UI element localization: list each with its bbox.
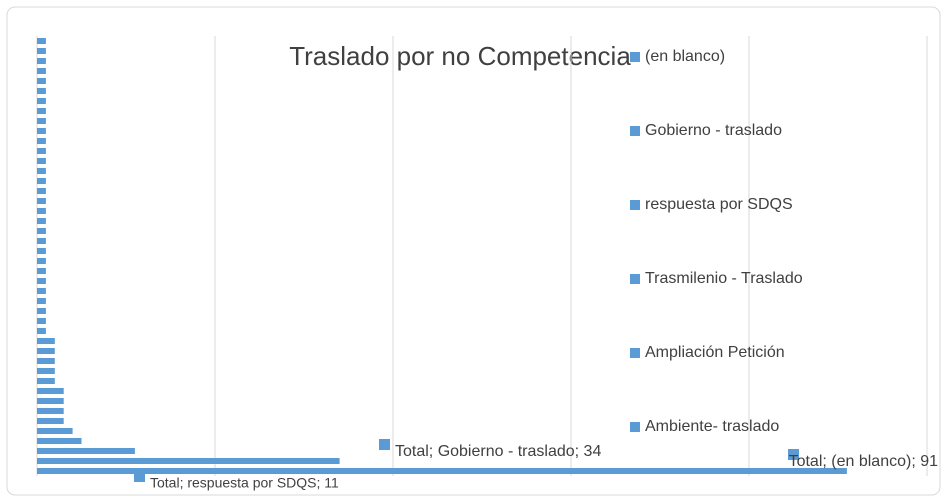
bar [37,468,847,474]
bar [37,418,64,424]
bar [37,138,46,144]
bar [37,148,46,154]
legend-label: Ambiente- traslado [645,418,779,435]
bar [37,408,64,414]
bar [37,448,135,454]
chart-frame [6,6,941,496]
bar [37,358,55,364]
bar [37,68,46,74]
legend-label: Gobierno - traslado [645,122,782,139]
data-label: Total; (en blanco); 91 [789,453,939,470]
label-key [134,471,145,482]
bar [37,118,46,124]
legend-key [630,348,640,358]
bar [37,378,55,384]
bar [37,198,46,204]
bar [37,218,46,224]
bar [37,328,46,334]
bar [37,258,46,264]
bar [37,188,46,194]
label-key [788,449,799,460]
bar [37,398,64,404]
bar [37,228,46,234]
bar [37,78,46,84]
bar [37,338,55,344]
bar [37,48,46,54]
label-key [379,439,390,450]
bar [37,178,46,184]
bar [37,318,46,324]
legend-key [630,126,640,136]
bar [37,298,46,304]
legend-label: respuesta por SDQS [645,196,793,213]
legend-label: (en blanco) [645,48,725,65]
bar [37,128,46,134]
bar [37,98,46,104]
legend-label: Ampliación Petición [645,344,785,361]
bar [37,438,82,444]
bar [37,248,46,254]
legend-key [630,52,640,62]
bar [37,388,64,394]
bar [37,168,46,174]
bar [37,428,73,434]
bar [37,278,46,284]
bar [37,288,46,294]
bar [37,208,46,214]
bar [37,238,46,244]
chart-title: Traslado por no Competencia [289,41,631,71]
bar [37,348,55,354]
data-label: Total; respuesta por SDQS; 11 [150,475,339,491]
bar [37,268,46,274]
data-label: Total; Gobierno - traslado; 34 [395,443,601,460]
legend-label: Trasmilenio - Traslado [645,270,803,287]
bar [37,88,46,94]
bar [37,458,340,464]
bar [37,368,55,374]
bar [37,308,46,314]
bar [37,158,46,164]
bar [37,58,46,64]
legend-key [630,274,640,284]
legend-key [630,422,640,432]
bar [37,108,46,114]
legend-key [630,200,640,210]
bar [37,38,46,44]
